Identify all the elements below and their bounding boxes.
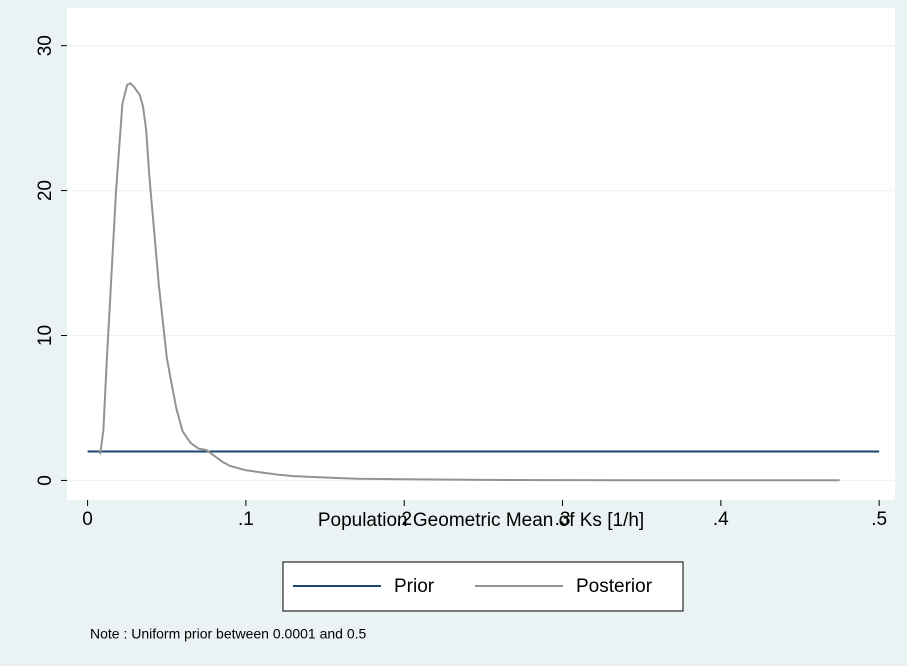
y-tick-label: 30 [35,35,56,56]
y-tick-label: 20 [35,180,56,201]
note: Note : Uniform prior between 0.0001 and … [90,626,366,642]
x-tick-label: .5 [871,509,887,530]
x-axis-title: Population Geometric Mean of Ks [1/h] [318,510,644,531]
x-tick-label: .1 [238,509,254,530]
x-tick-label: 0 [82,509,93,530]
series-line [99,82,840,482]
y-tick-label: 0 [35,475,56,486]
y-tick-label: 10 [35,325,56,346]
legend-label: Posterior [576,576,653,597]
x-tick-label: .3 [555,509,571,530]
plot-area [67,8,895,500]
x-tick-label: .2 [396,509,412,530]
x-tick-label: .4 [713,509,729,530]
legend-label: Prior [394,576,435,597]
